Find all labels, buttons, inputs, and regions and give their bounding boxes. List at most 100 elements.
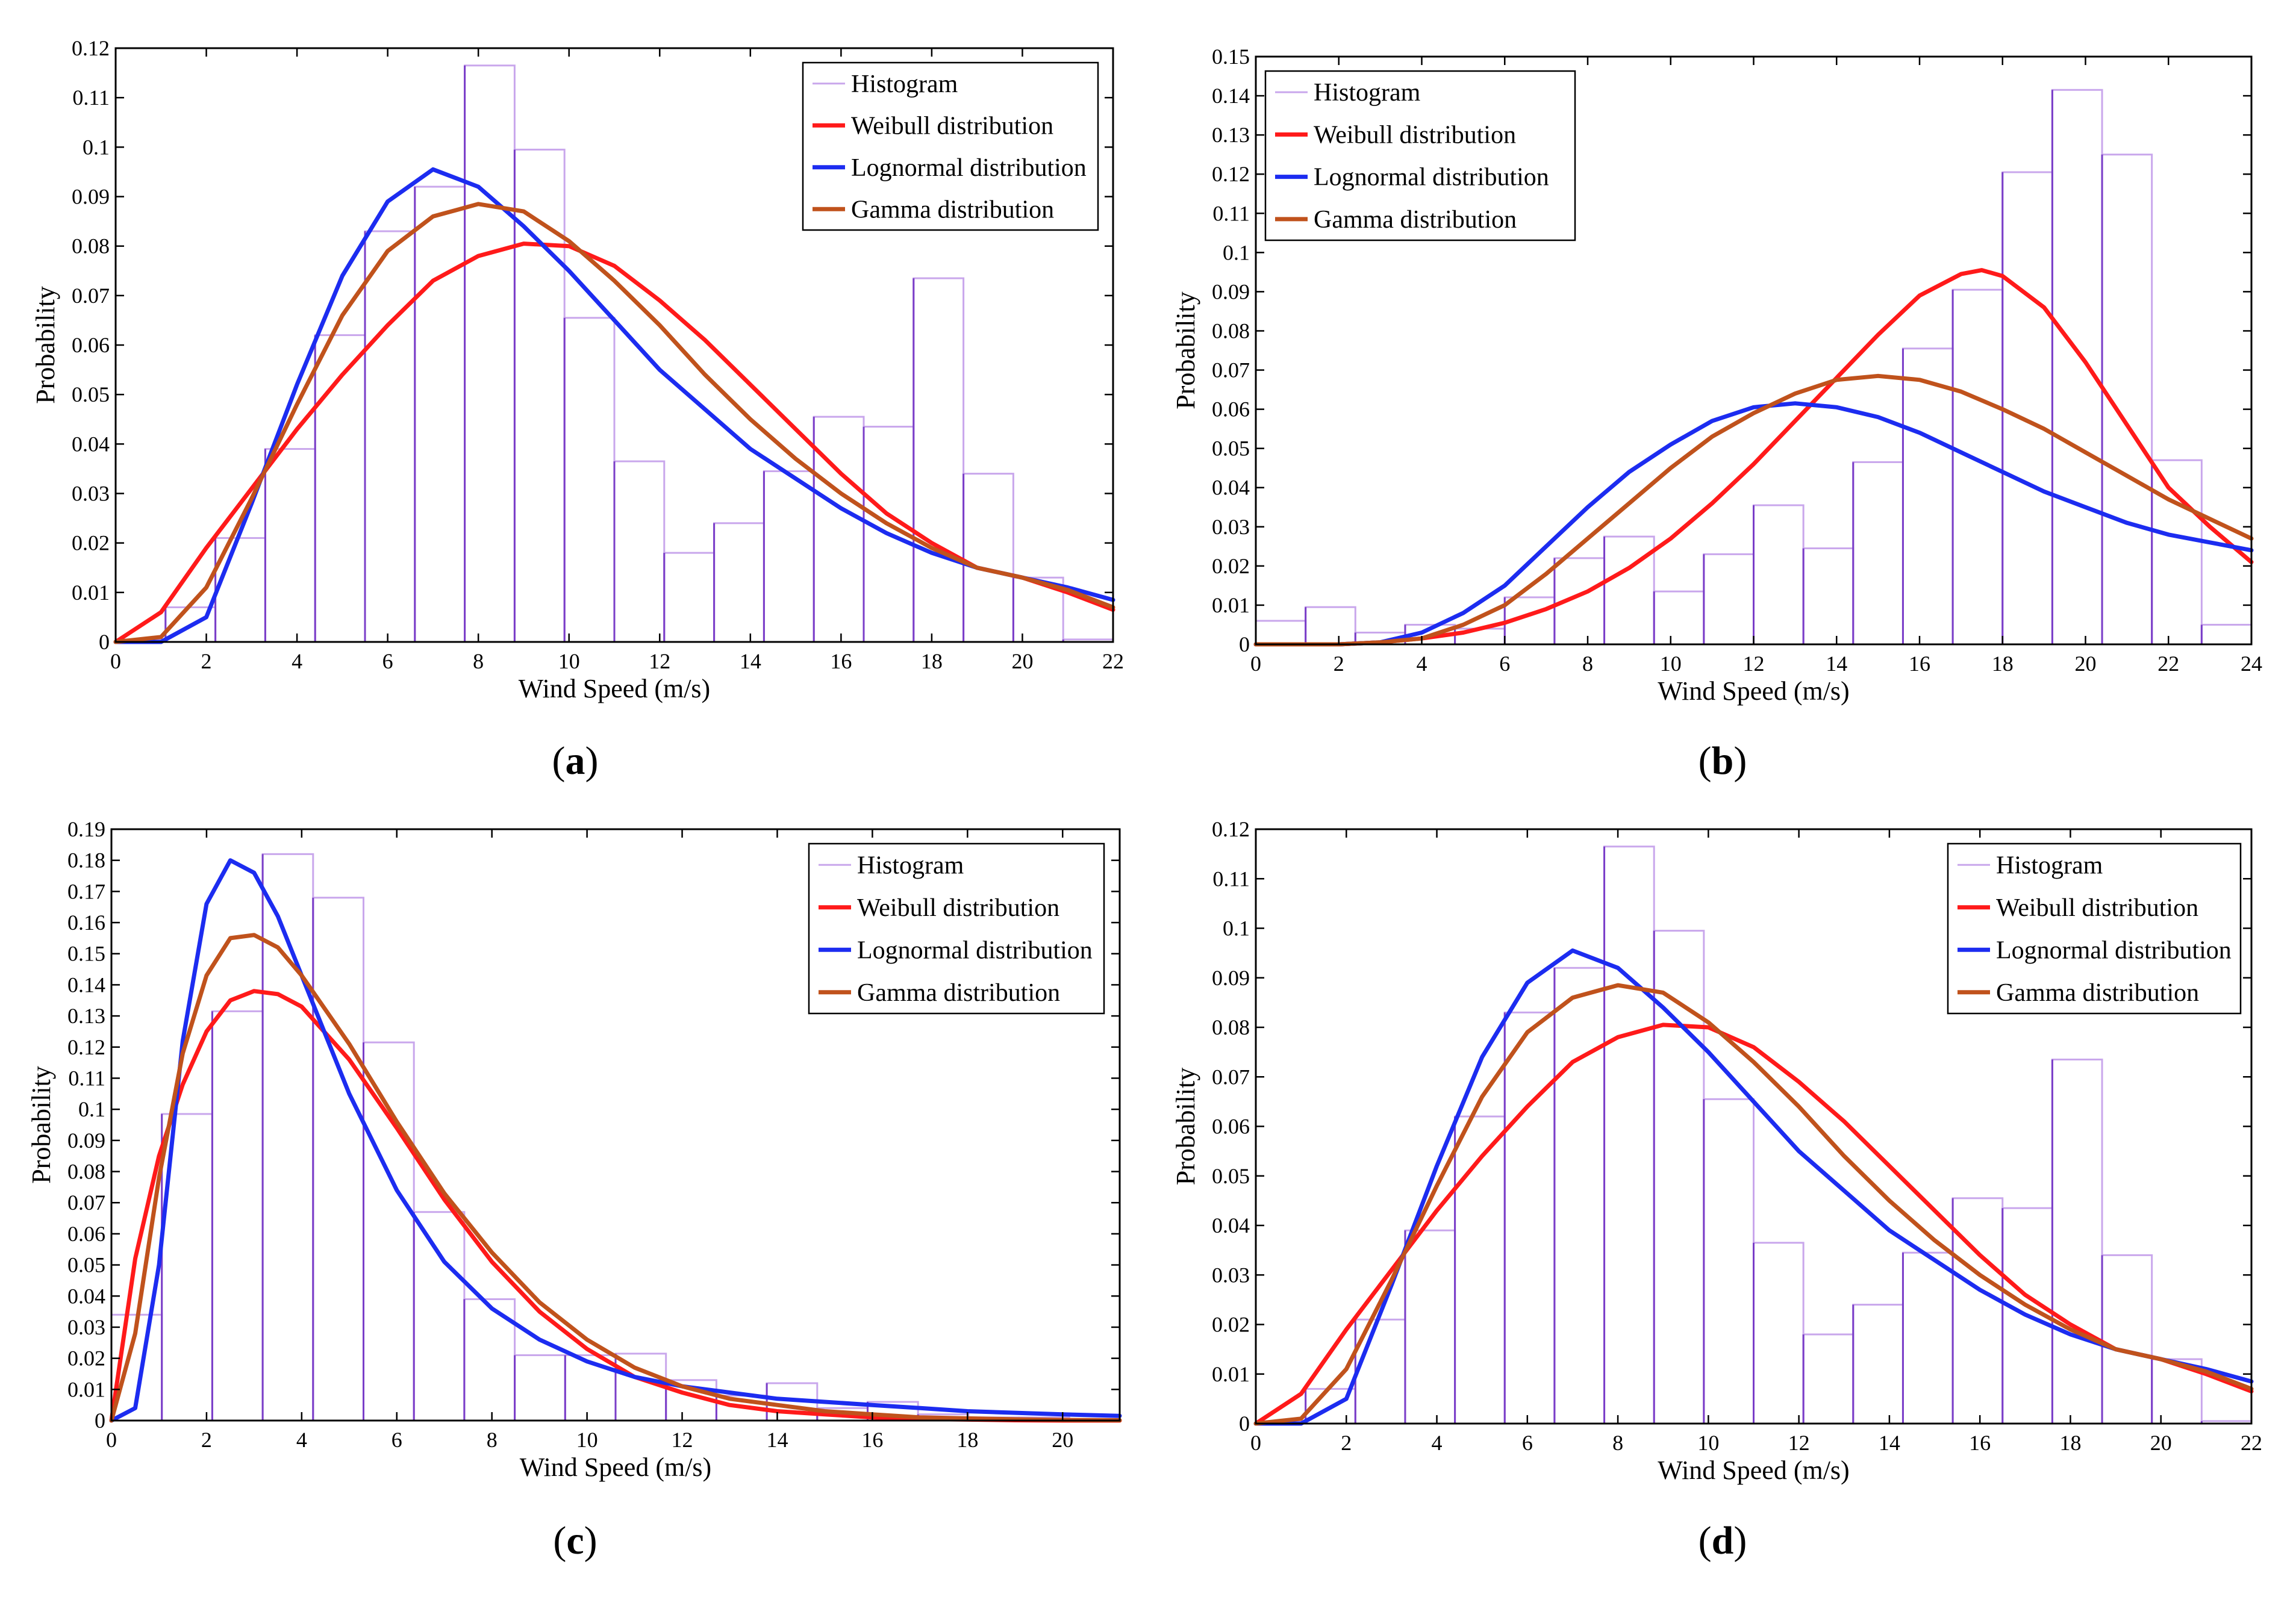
lognormal-curve [1253, 948, 2254, 1426]
y-tick-label: 0.13 [67, 1004, 105, 1028]
x-tick-label: 12 [1743, 652, 1765, 676]
y-tick-label: 0.11 [1212, 201, 1250, 225]
y-tick-label: 0.08 [72, 234, 110, 258]
y-tick-label: 0.02 [1212, 554, 1250, 578]
y-tick-label: 0.02 [67, 1346, 105, 1371]
panel-label-c: (c) [553, 1519, 597, 1563]
legend-box [1264, 70, 1576, 241]
y-tick-label: 0.02 [1212, 1313, 1250, 1337]
x-tick-label: 10 [558, 649, 580, 673]
chart-panel-a: 0 2 4 6 8 10 12 14 16 18 20 22 0 0.01 0.02 0.03 0.04 0.05… [31, 36, 1124, 783]
panel-label-a: (a) [552, 739, 599, 783]
lognormal-curve [109, 858, 1122, 1423]
y-tick-label: 0.05 [1212, 437, 1250, 461]
x-tick-label: 14 [1879, 1431, 1900, 1455]
y-tick-label: 0.1 [1223, 917, 1250, 941]
y-tick-label: 0.12 [1212, 817, 1250, 841]
y-tick-label: 0.03 [1212, 515, 1250, 539]
y-tick-label: 0.12 [72, 36, 110, 60]
y-tick-label: 0 [99, 630, 110, 654]
panel-label-close: ) [584, 1519, 597, 1563]
x-axis-title: Wind Speed (m/s) [519, 674, 710, 703]
y-tick-label: 0.02 [72, 531, 110, 555]
y-tick-label: 0.19 [67, 817, 105, 841]
y-axis-title: Probability [1171, 291, 1200, 409]
chart-panel-b: 0 2 4 6 8 10 12 14 16 18 20 22 2400.010.020.030.040.… [1171, 45, 2262, 783]
x-tick-label: 12 [672, 1428, 693, 1452]
y-tick-label: 0.03 [67, 1315, 105, 1339]
y-tick-label: 0.01 [72, 581, 110, 605]
legend-label-histogram: Histogram [857, 851, 964, 879]
x-tick-label: 6 [1522, 1431, 1533, 1455]
y-axis-title: Probability [31, 286, 60, 404]
y-tick-label: 0.1 [78, 1097, 105, 1121]
y-tick-label: 0.05 [67, 1253, 105, 1277]
x-tick-label: 0 [110, 649, 121, 673]
x-tick-label: 8 [1612, 1431, 1623, 1455]
y-tick-label: 0.09 [1212, 966, 1250, 990]
x-axis-title: Wind Speed (m/s) [1658, 676, 1849, 706]
y-axis-title: Probability [1171, 1068, 1200, 1186]
legend-label-lognormal: Lognormal distribution [857, 936, 1093, 964]
y-tick-label: 0.14 [1212, 84, 1250, 108]
y-tick-label: 0.07 [67, 1191, 105, 1215]
x-tick-label: 20 [1052, 1428, 1073, 1452]
y-tick-label: 0.13 [1212, 123, 1250, 147]
y-tick-label: 0.06 [1212, 1115, 1250, 1139]
y-tick-label: 0.01 [1212, 1362, 1250, 1386]
legend-label-histogram: Histogram [1314, 79, 1421, 107]
legend-box [802, 61, 1099, 231]
y-tick-label: 0.04 [1212, 1213, 1250, 1237]
y-tick-label: 0.12 [1212, 162, 1250, 186]
legend-label-gamma: Gamma distribution [1996, 979, 2199, 1007]
x-tick-label: 2 [201, 649, 212, 673]
x-tick-label: 18 [956, 1428, 978, 1452]
y-tick-label: 0.11 [68, 1066, 105, 1090]
x-tick-label: 12 [1788, 1431, 1810, 1455]
y-tick-label: 0.06 [67, 1222, 105, 1246]
y-tick-label: 0.11 [1212, 867, 1250, 891]
x-tick-label: 14 [766, 1428, 788, 1452]
y-tick-label: 0.04 [72, 432, 110, 456]
x-tick-label: 4 [1432, 1431, 1443, 1455]
x-tick-label: 18 [921, 649, 943, 673]
y-tick-label: 0.06 [1212, 397, 1250, 422]
y-tick-label: 0.15 [1212, 45, 1250, 69]
legend-label-weibull: Weibull distribution [851, 112, 1053, 140]
x-tick-label: 24 [2241, 652, 2262, 676]
y-tick-label: 0.06 [72, 333, 110, 357]
x-axis-title: Wind Speed (m/s) [1658, 1455, 1849, 1485]
legend-label-histogram: Histogram [851, 70, 958, 98]
y-tick-label: 0.08 [1212, 319, 1250, 343]
y-tick-label: 0 [1239, 632, 1250, 656]
legend-label-weibull: Weibull distribution [1996, 894, 2198, 922]
gamma-curve [1253, 983, 2254, 1426]
y-tick-label: 0.14 [67, 973, 105, 997]
y-tick-label: 0.16 [67, 911, 105, 935]
legend-label-histogram: Histogram [1996, 851, 2103, 879]
y-tick-label: 0.05 [72, 382, 110, 406]
x-tick-label: 16 [1909, 652, 1930, 676]
x-tick-label: 6 [1499, 652, 1510, 676]
gamma-curve [113, 202, 1115, 644]
legend-label-lognormal: Lognormal distribution [851, 154, 1087, 182]
y-tick-label: 0.07 [1212, 1065, 1250, 1089]
weibull-curve [1253, 1023, 2254, 1426]
x-tick-label: 18 [2059, 1431, 2081, 1455]
x-tick-label: 22 [1102, 649, 1124, 673]
legend-label-lognormal: Lognormal distribution [1996, 936, 2232, 964]
panel-label-open: ( [553, 1519, 566, 1563]
y-tick-label: 0.09 [1212, 279, 1250, 304]
y-tick-label: 0.1 [83, 135, 110, 159]
x-tick-label: 16 [830, 649, 852, 673]
x-tick-label: 18 [1992, 652, 2014, 676]
x-tick-label: 4 [1417, 652, 1427, 676]
y-tick-label: 0.1 [1223, 240, 1250, 264]
panel-label-open: ( [1699, 1519, 1712, 1563]
x-tick-label: 20 [2150, 1431, 2172, 1455]
legend-box [808, 842, 1105, 1015]
x-tick-label: 10 [576, 1428, 598, 1452]
x-tick-label: 14 [1826, 652, 1847, 676]
gamma-curve [1253, 373, 2254, 647]
